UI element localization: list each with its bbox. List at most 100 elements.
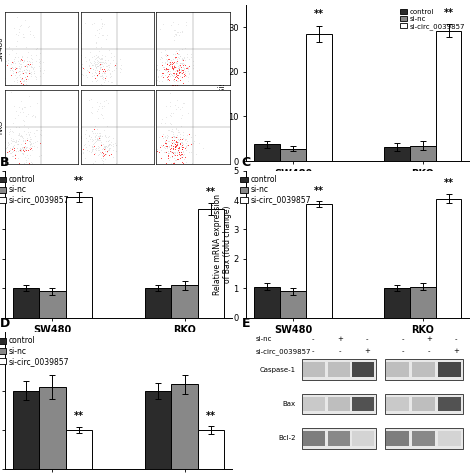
Point bbox=[21, 63, 29, 70]
Point bbox=[9, 135, 17, 142]
Point bbox=[180, 159, 187, 166]
Point bbox=[105, 136, 113, 144]
Bar bbox=[384, 393, 463, 414]
Point bbox=[8, 89, 15, 96]
Point bbox=[180, 54, 188, 62]
Point bbox=[95, 68, 102, 76]
Point bbox=[3, 143, 11, 150]
Point bbox=[39, 59, 47, 66]
Point bbox=[98, 24, 105, 32]
Point bbox=[99, 111, 106, 119]
Point bbox=[174, 74, 182, 82]
Point bbox=[92, 64, 100, 72]
Point bbox=[10, 146, 18, 154]
Point bbox=[173, 66, 180, 74]
Point bbox=[174, 64, 182, 72]
Bar bbox=[303, 363, 326, 377]
Point bbox=[19, 145, 27, 153]
Point bbox=[178, 67, 186, 74]
Point bbox=[12, 138, 19, 146]
Bar bbox=[13, 391, 39, 469]
Point bbox=[164, 65, 172, 73]
Point bbox=[94, 146, 101, 154]
Point bbox=[187, 141, 195, 148]
Point bbox=[12, 69, 19, 77]
Point bbox=[26, 140, 34, 148]
Point bbox=[18, 133, 26, 141]
Point bbox=[168, 153, 176, 160]
Point bbox=[179, 136, 186, 143]
Point bbox=[179, 144, 186, 151]
Point bbox=[85, 142, 92, 149]
Point bbox=[184, 65, 191, 73]
Point bbox=[171, 149, 179, 157]
Point bbox=[164, 151, 172, 159]
Point bbox=[179, 111, 186, 119]
Point bbox=[162, 140, 170, 148]
Bar bbox=[328, 397, 350, 411]
Point bbox=[19, 33, 27, 41]
Point bbox=[176, 140, 184, 148]
Point bbox=[101, 70, 109, 77]
Point bbox=[7, 71, 14, 79]
Point bbox=[8, 153, 15, 160]
Point bbox=[105, 141, 113, 148]
Point bbox=[14, 54, 22, 61]
Point bbox=[11, 115, 18, 122]
Point bbox=[22, 70, 30, 77]
Point bbox=[179, 147, 186, 155]
Point bbox=[90, 65, 97, 73]
Point bbox=[89, 61, 97, 69]
Point bbox=[109, 142, 117, 150]
Point bbox=[177, 148, 185, 156]
Point bbox=[103, 122, 111, 130]
Point bbox=[97, 142, 104, 149]
Point bbox=[91, 57, 98, 64]
Point bbox=[88, 69, 96, 77]
Point bbox=[177, 68, 185, 75]
Bar bbox=[386, 431, 409, 446]
Point bbox=[91, 61, 99, 69]
Point bbox=[93, 134, 101, 142]
Point bbox=[4, 138, 12, 146]
Point bbox=[10, 142, 18, 149]
Point bbox=[25, 130, 33, 138]
Point bbox=[167, 121, 175, 128]
Point bbox=[176, 64, 183, 72]
Point bbox=[169, 109, 176, 117]
Point bbox=[178, 141, 186, 149]
Point bbox=[177, 152, 184, 159]
Point bbox=[178, 150, 185, 157]
Point bbox=[6, 128, 13, 135]
Point bbox=[82, 57, 90, 64]
Point bbox=[187, 148, 195, 156]
Point bbox=[94, 34, 101, 41]
Point bbox=[104, 56, 112, 64]
Point bbox=[160, 143, 167, 151]
Point bbox=[81, 81, 89, 88]
Point bbox=[96, 55, 104, 63]
Point bbox=[93, 72, 101, 79]
Point bbox=[159, 130, 167, 138]
Text: **: ** bbox=[206, 410, 216, 420]
Point bbox=[108, 72, 115, 80]
Point bbox=[97, 138, 105, 146]
Point bbox=[23, 62, 31, 70]
Y-axis label: Apoptosis rate (%): Apoptosis rate (%) bbox=[218, 47, 227, 118]
Point bbox=[171, 140, 179, 147]
Point bbox=[97, 44, 105, 51]
Point bbox=[178, 135, 186, 143]
Point bbox=[171, 54, 179, 62]
Point bbox=[179, 56, 187, 64]
Point bbox=[93, 53, 100, 61]
Point bbox=[11, 151, 19, 159]
Point bbox=[161, 66, 168, 73]
Point bbox=[91, 129, 99, 137]
Point bbox=[105, 132, 113, 139]
Point bbox=[26, 133, 33, 141]
Point bbox=[165, 65, 173, 73]
Point bbox=[9, 64, 17, 72]
Point bbox=[20, 121, 28, 128]
Point bbox=[185, 130, 193, 138]
Point bbox=[172, 76, 180, 83]
